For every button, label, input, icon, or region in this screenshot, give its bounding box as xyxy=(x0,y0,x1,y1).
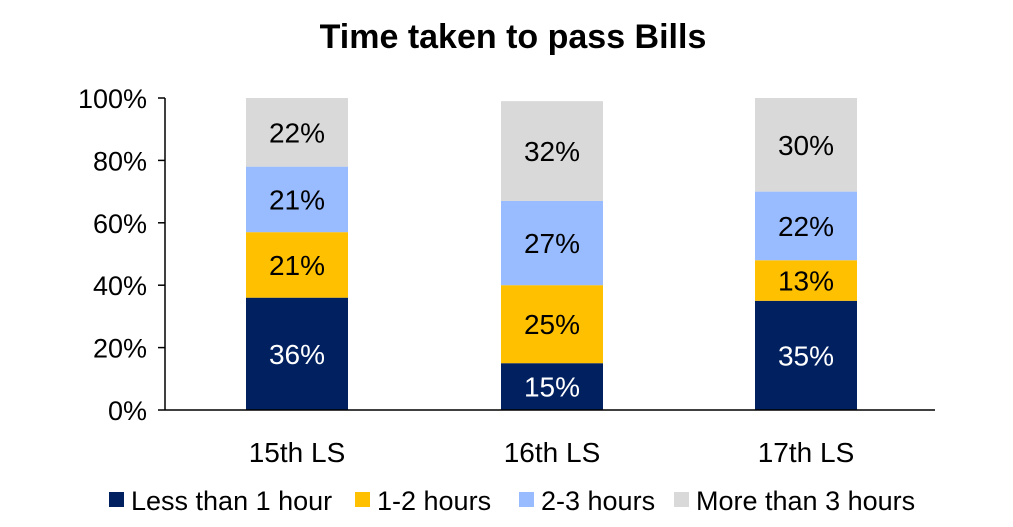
data-label: 30% xyxy=(778,130,834,161)
y-tick-label: 80% xyxy=(93,146,147,176)
legend-label: Less than 1 hour xyxy=(131,486,332,516)
bar-segment xyxy=(755,98,857,192)
data-label: 21% xyxy=(269,250,325,281)
x-axis: 15th LS 16th LS 17th LS xyxy=(165,409,935,468)
bar-segment xyxy=(246,98,348,167)
data-label: 35% xyxy=(778,340,834,371)
data-label: 36% xyxy=(269,339,325,370)
bar-segment xyxy=(501,200,603,286)
bar-segment xyxy=(501,285,603,364)
data-label: 13% xyxy=(778,266,834,297)
y-tick-label: 100% xyxy=(78,84,147,114)
data-label: 27% xyxy=(524,228,580,259)
legend-swatch xyxy=(355,492,370,507)
bar-segment xyxy=(501,363,603,410)
data-label: 32% xyxy=(524,136,580,167)
y-tick-label: 20% xyxy=(93,334,147,364)
bars: 36% 21% 21% 22% 15% 25% 27% 32% 35% 13% 22% 30% xyxy=(246,98,857,410)
bar-segment xyxy=(501,101,603,201)
legend-swatch xyxy=(519,492,534,507)
y-tick-label: 60% xyxy=(93,209,147,239)
data-label: 25% xyxy=(524,309,580,340)
bar-segment xyxy=(755,300,857,410)
y-tick-label: 0% xyxy=(108,396,147,426)
legend-label: 1-2 hours xyxy=(377,486,491,516)
y-axis: 0% 20% 40% 60% 80% 100% xyxy=(78,84,166,426)
legend: Less than 1 hour 1-2 hours 2-3 hours More t… xyxy=(109,486,915,516)
bar-segment xyxy=(246,166,348,233)
legend-swatch xyxy=(674,492,689,507)
bar-segment xyxy=(755,260,857,301)
data-label: 22% xyxy=(269,117,325,148)
legend-swatch xyxy=(109,492,124,507)
y-tick-label: 40% xyxy=(93,271,147,301)
data-label: 15% xyxy=(524,372,580,403)
data-label: 22% xyxy=(778,211,834,242)
bar-segment xyxy=(246,232,348,298)
bar-segment xyxy=(246,297,348,410)
legend-label: More than 3 hours xyxy=(696,486,915,516)
legend-label: 2-3 hours xyxy=(541,486,655,516)
bar-segment xyxy=(755,191,857,261)
x-category-label: 16th LS xyxy=(504,437,601,468)
x-category-label: 15th LS xyxy=(249,437,346,468)
data-label: 21% xyxy=(269,184,325,215)
x-category-label: 17th LS xyxy=(758,437,855,468)
chart-title: Time taken to pass Bills xyxy=(320,18,707,56)
